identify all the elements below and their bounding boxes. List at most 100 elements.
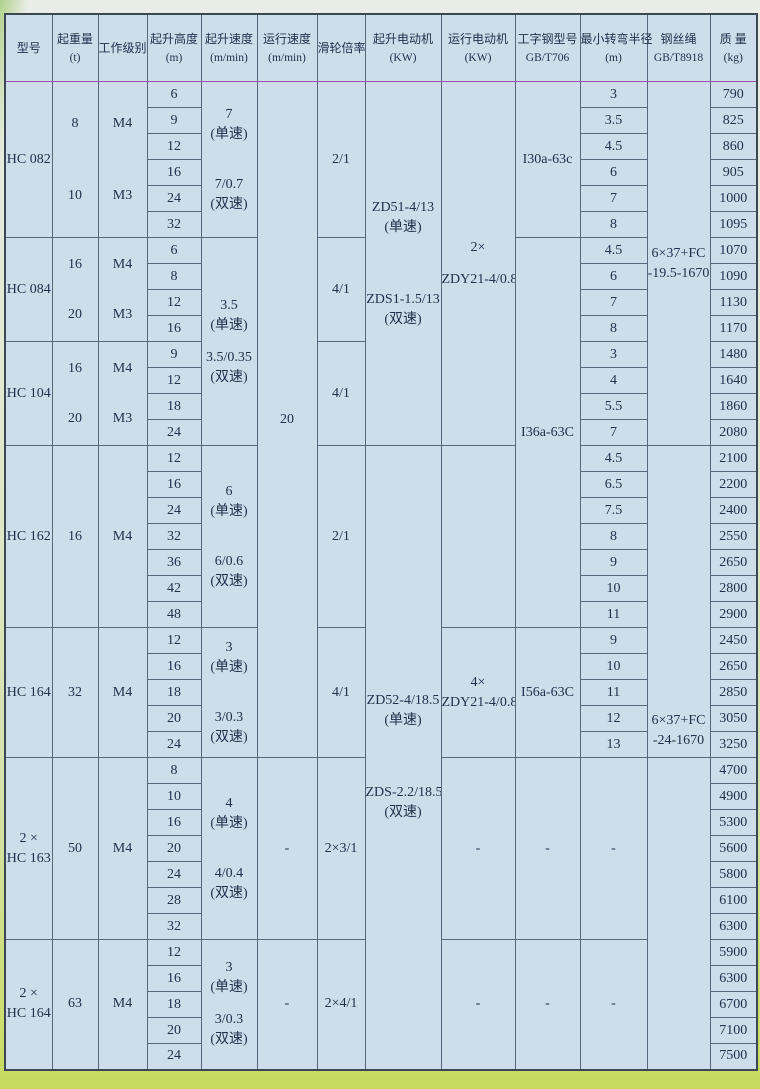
col-header-beam: 工字钢型号 GB/T706: [514, 13, 581, 82]
cell-spacer: [202, 145, 256, 175]
cell-text: 4.5: [604, 450, 623, 466]
cell-text: 6: [610, 164, 617, 180]
col-header-label: 工字钢型号: [517, 31, 578, 46]
cell-text: 6: [225, 483, 233, 499]
cell-height-r29: 16: [146, 809, 202, 836]
cell-height-r23: 16: [146, 653, 202, 680]
cell-text: (单速): [210, 659, 248, 675]
cell-mass-r35: 6300: [709, 965, 758, 992]
cell-mass-r34: 5900: [709, 939, 758, 966]
cell-mass-r4: 905: [709, 159, 758, 186]
cell-text: 20: [68, 306, 82, 322]
table-row: HC 162 16 M4 12 6 (单速) 6/0.6 (双速) 2/1 ZD52-4/18.5…: [4, 445, 758, 1070]
cell-radius-r19: 9: [579, 549, 648, 576]
cell-height-r30: 20: [146, 835, 202, 862]
cell-text: 5800: [719, 866, 748, 882]
cell-mass-r29: 5300: [709, 809, 758, 836]
cell-text: 24: [167, 424, 181, 440]
cell-text: 9: [170, 346, 178, 362]
cell-mass-r24: 2850: [709, 679, 758, 706]
cell-height-r21: 48: [146, 601, 202, 628]
cell-text: -: [611, 996, 616, 1012]
cell-mass-r12: 1640: [709, 367, 758, 394]
cell-radius-r27: -: [579, 757, 648, 940]
cell-text: HC 162: [6, 528, 51, 544]
cell-text: 7500: [719, 1048, 748, 1064]
cell-text: M3: [112, 187, 133, 203]
cell-text: 18: [167, 398, 181, 414]
cell-travel-speed-r1: 20: [256, 81, 318, 758]
cell-text: 24: [167, 866, 181, 882]
cell-text: 3: [610, 86, 617, 102]
cell-text: 2 ×: [19, 986, 38, 1002]
cell-height-r35: 16: [146, 965, 202, 992]
cell-mass-r6: 1095: [709, 211, 758, 238]
cell-radius-r17: 7.5: [579, 497, 648, 524]
table-row: 20 5600: [5, 835, 758, 862]
col-header-label: 运行电动机: [447, 31, 508, 46]
cell-text: 9: [170, 112, 178, 128]
cell-text: 825: [722, 112, 744, 128]
col-header-label: 运行速度: [262, 31, 311, 46]
cell-text: I30a-63c: [522, 151, 573, 167]
cell-text: (单速): [384, 713, 422, 729]
col-header-rope: 钢丝绳 GB/T8918: [646, 13, 711, 82]
col-header-lift-speed: 起升速度 (m/min): [200, 13, 258, 82]
cell-spacer: [202, 834, 256, 864]
cell-text: 10: [68, 187, 82, 203]
table-row: 16 6300: [5, 965, 758, 992]
cell-ratio-r22: 4/1: [316, 627, 366, 758]
cell-radius-r7: 4.5: [579, 237, 648, 264]
cell-travel-speed-r34: -: [256, 939, 318, 1070]
cell-text: 16: [167, 658, 181, 674]
col-header-sub: (m/min): [268, 51, 306, 64]
cell-radius-r26: 13: [579, 731, 648, 758]
cell-capacity-r15: 16: [51, 445, 99, 628]
cell-text: 16: [167, 970, 181, 986]
cell-text: 8: [610, 320, 617, 336]
cell-height-r14: 24: [146, 419, 202, 446]
cell-text: 2×3/1: [324, 840, 358, 856]
cell-text: 16: [68, 360, 82, 376]
col-header-mass: 质 量 (kg): [709, 13, 758, 82]
cell-radius-r3: 4.5: [579, 133, 648, 160]
cell-height-r38: 24: [146, 1043, 202, 1070]
cell-text: 28: [167, 892, 181, 908]
cell-ratio-r27: 2×3/1: [316, 757, 366, 940]
cell-text: 10: [606, 580, 621, 596]
cell-rope-r27: [646, 757, 711, 1070]
cell-lift-speed-r1: 7 (单速) 7/0.7 (双速): [200, 81, 258, 238]
cell-text: (双速): [210, 885, 248, 901]
cell-text: 24: [167, 502, 181, 518]
cell-text: 2200: [719, 476, 748, 492]
cell-text: 4/0.4: [214, 865, 244, 881]
cell-text: HC 084: [6, 281, 51, 297]
cell-travel-motor-r27: -: [440, 757, 516, 940]
cell-text: 1070: [719, 242, 748, 258]
cell-mass-r28: 4900: [709, 783, 758, 810]
table-row: 16 10 2650: [5, 653, 758, 680]
cell-capacity-r7: 16 20: [51, 237, 99, 342]
cell-capacity-r1: 8 10: [51, 81, 99, 238]
cell-text: 860: [722, 138, 744, 154]
cell-radius-r14: 7: [579, 419, 648, 446]
cell-text: 6: [170, 242, 178, 258]
cell-spacer: [648, 904, 709, 922]
cell-height-r3: 12: [146, 133, 202, 160]
cell-mass-r33: 6300: [709, 913, 758, 940]
cell-text: M4: [112, 996, 133, 1012]
table-row: 18 5.5 1860: [5, 393, 758, 420]
cell-height-r18: 32: [146, 523, 202, 550]
cell-text: 32: [167, 216, 181, 232]
table-row: 16 8 1170: [5, 315, 758, 342]
cell-height-r5: 24: [146, 185, 202, 212]
cell-mass-r7: 1070: [709, 237, 758, 264]
cell-spacer: [442, 528, 514, 546]
cell-text: 20: [68, 410, 82, 426]
cell-mass-r9: 1130: [709, 289, 758, 316]
cell-duty-r11: M4 M3: [97, 341, 148, 446]
cell-text: 12: [167, 294, 181, 310]
cell-text: 20: [167, 840, 181, 856]
cell-text: 1480: [719, 346, 748, 362]
